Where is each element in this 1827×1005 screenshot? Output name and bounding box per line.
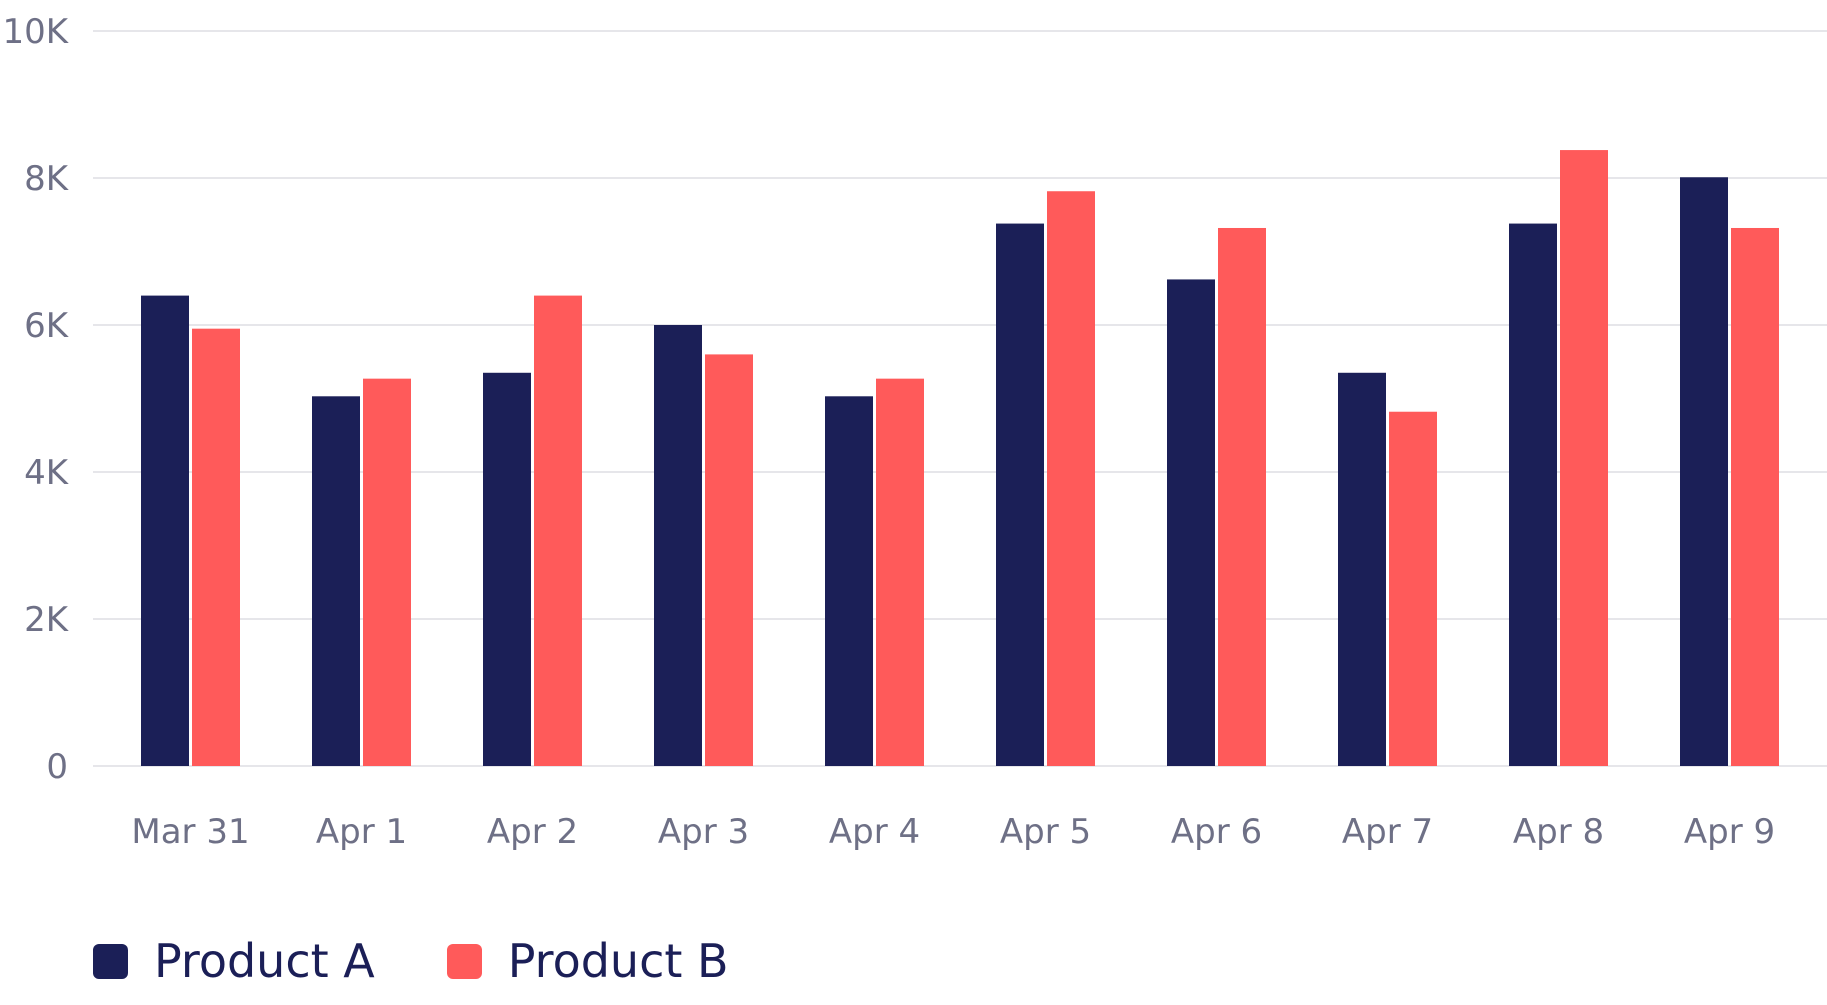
- legend-item-series-1[interactable]: Product B: [446, 934, 729, 988]
- legend: Product A Product B: [93, 938, 801, 984]
- bar-series-1[interactable]: [705, 354, 753, 766]
- x-tick-label: Apr 3: [658, 812, 749, 852]
- legend-label-series-1: Product B: [507, 934, 729, 988]
- y-tick-label: 6K: [24, 306, 70, 346]
- bar-series-0[interactable]: [996, 223, 1044, 766]
- bar-series-0[interactable]: [483, 372, 531, 766]
- x-tick-label: Apr 4: [829, 812, 920, 852]
- bar-series-0[interactable]: [1167, 279, 1215, 766]
- bar-series-1[interactable]: [1560, 150, 1608, 766]
- bar-series-0[interactable]: [1680, 177, 1728, 766]
- y-tick-label: 4K: [24, 453, 70, 493]
- x-tick-label: Apr 9: [1684, 812, 1775, 852]
- bar-series-1[interactable]: [876, 378, 924, 766]
- bar-series-0[interactable]: [1338, 372, 1386, 766]
- bar-series-1[interactable]: [363, 378, 411, 766]
- bars: [141, 150, 1779, 767]
- bar-series-0[interactable]: [1509, 223, 1557, 766]
- x-tick-label: Apr 2: [487, 812, 578, 852]
- bar-series-1[interactable]: [1389, 411, 1437, 766]
- bar-series-0[interactable]: [825, 396, 873, 766]
- y-tick-label: 8K: [24, 159, 70, 199]
- x-tick-label: Apr 6: [1171, 812, 1262, 852]
- bar-series-1[interactable]: [1218, 227, 1266, 767]
- y-axis-ticks: 0 2K 4K 6K 8K 10K: [2, 12, 69, 787]
- x-tick-label: Apr 5: [1000, 812, 1091, 852]
- bar-series-0[interactable]: [654, 325, 702, 766]
- bar-series-1[interactable]: [1047, 191, 1095, 767]
- bar-series-1[interactable]: [534, 295, 582, 766]
- bar-series-1[interactable]: [192, 328, 240, 766]
- bar-series-1[interactable]: [1731, 227, 1779, 767]
- legend-swatch-series-1: [446, 943, 482, 979]
- x-tick-label: Apr 8: [1513, 812, 1604, 852]
- legend-label-series-0: Product A: [154, 934, 375, 988]
- bar-series-0[interactable]: [312, 396, 360, 766]
- y-tick-label: 2K: [24, 600, 70, 640]
- x-axis-ticks: Mar 31 Apr 1 Apr 2 Apr 3 Apr 4 Apr 5 Apr 6 Apr …: [131, 812, 1775, 852]
- x-tick-label: Apr 1: [316, 812, 407, 852]
- bar-series-0[interactable]: [141, 295, 189, 766]
- legend-swatch-series-0: [93, 943, 128, 979]
- y-tick-label: 0: [46, 747, 68, 787]
- x-tick-label: Apr 7: [1342, 812, 1433, 852]
- y-tick-label: 10K: [2, 12, 69, 52]
- legend-item-series-0[interactable]: Product A: [93, 938, 375, 984]
- x-tick-label: Mar 31: [131, 812, 249, 852]
